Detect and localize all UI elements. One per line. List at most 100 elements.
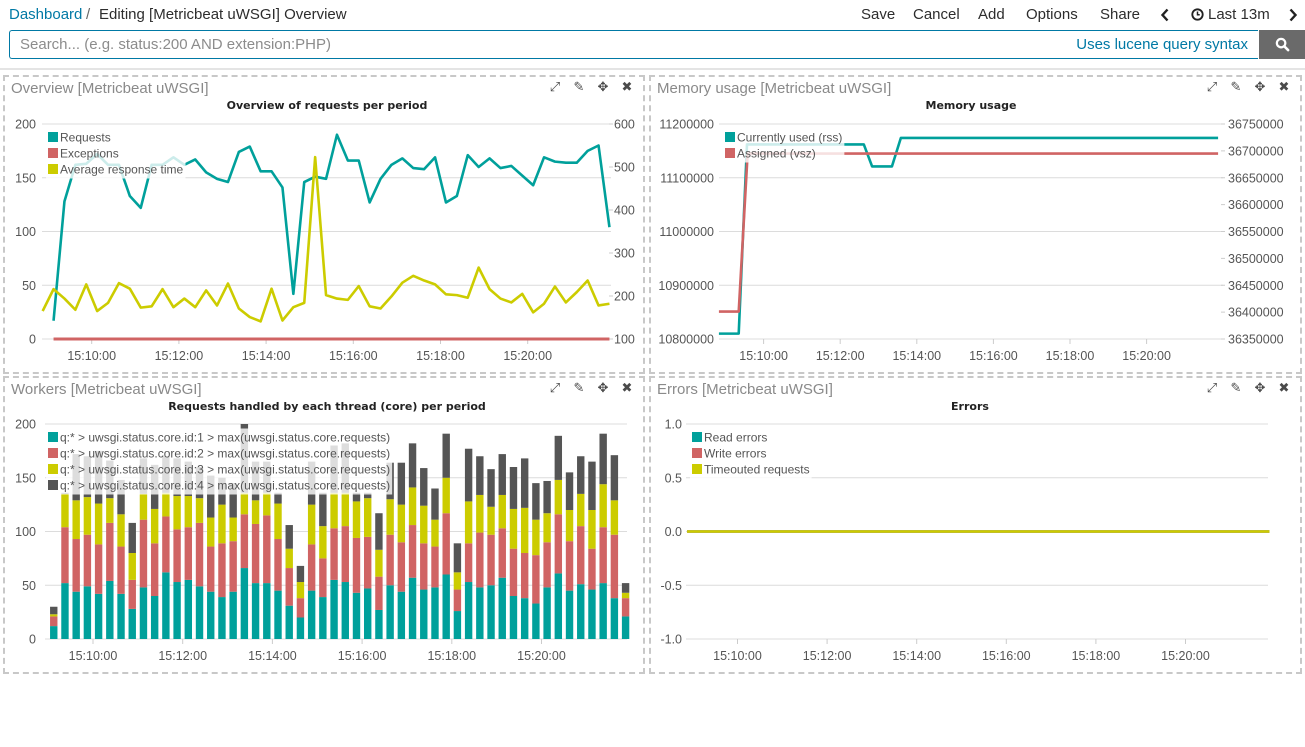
panel-actions: ⤢ ✎ ✥ ✖	[543, 79, 639, 97]
cancel-button[interactable]: Cancel	[913, 6, 960, 23]
bar-core-1	[218, 597, 226, 639]
legend-item[interactable]: Exceptions	[48, 147, 119, 161]
bar-core-1	[375, 609, 383, 639]
legend-item[interactable]: Write errors	[692, 447, 766, 461]
lucene-syntax-link[interactable]: Uses lucene query syntax	[1076, 36, 1248, 53]
bar-core-4	[296, 565, 305, 583]
legend-item[interactable]: Requests	[48, 131, 111, 145]
bar-core-3	[173, 496, 181, 530]
bar-core-2	[554, 514, 563, 574]
close-icon[interactable]: ✖	[1278, 80, 1290, 95]
legend-label: Timeouted requests	[704, 463, 810, 477]
panel-errors: Errors [Metricbeat uWSGI] ⤢ ✎ ✥ ✖ Errors…	[649, 376, 1302, 674]
bar-core-2	[532, 555, 540, 604]
pencil-icon[interactable]: ✎	[573, 381, 585, 396]
x-axis-tick-label: 15:16:00	[329, 349, 378, 363]
bar-core-2	[117, 546, 125, 594]
chevron-left-icon[interactable]	[1160, 8, 1170, 22]
x-axis-tick-label: 15:18:00	[1072, 649, 1121, 663]
save-button[interactable]: Save	[861, 6, 896, 23]
bar-core-3	[442, 477, 450, 514]
right-axis-tick-label: 36550000	[1228, 225, 1284, 239]
right-axis-tick-label: 400	[614, 204, 635, 218]
legend-item[interactable]: q:* > uwsgi.status.core.id:3 > max(uwsgi…	[48, 463, 390, 477]
bar-core-3	[50, 614, 58, 617]
legend-label: Exceptions	[60, 147, 119, 161]
bar-core-2	[364, 536, 372, 589]
move-icon[interactable]: ✥	[597, 381, 609, 396]
right-axis-tick-label: 100	[614, 333, 635, 347]
legend-item[interactable]: Average response time	[48, 163, 184, 177]
close-icon[interactable]: ✖	[621, 80, 633, 95]
breadcrumb-dashboard-link[interactable]: Dashboard	[9, 6, 83, 23]
search-button[interactable]	[1259, 30, 1305, 59]
y-axis-tick-label: -0.5	[660, 579, 682, 593]
pencil-icon[interactable]: ✎	[1230, 80, 1242, 95]
bar-core-1	[453, 611, 462, 639]
chart-title: Errors	[951, 400, 989, 413]
bar-core-2	[128, 579, 136, 609]
search-input[interactable]	[20, 34, 1070, 54]
add-button[interactable]: Add	[978, 6, 1005, 23]
legend-item[interactable]: q:* > uwsgi.status.core.id:4 > max(uwsgi…	[48, 479, 390, 493]
legend-label: q:* > uwsgi.status.core.id:3 > max(uwsgi…	[60, 463, 390, 477]
bar-core-4	[274, 492, 282, 504]
bar-core-3	[364, 498, 372, 537]
bar-core-2	[274, 539, 282, 591]
bar-core-2	[588, 548, 596, 590]
bar-core-4	[229, 483, 237, 518]
legend-swatch	[48, 148, 58, 158]
bar-core-3	[207, 517, 215, 547]
bar-core-1	[94, 593, 103, 639]
share-button[interactable]: Share	[1100, 6, 1141, 23]
move-icon[interactable]: ✥	[1254, 80, 1266, 95]
bar-core-4	[128, 522, 136, 553]
bar-core-1	[307, 590, 316, 639]
pencil-icon[interactable]: ✎	[1230, 381, 1242, 396]
bar-core-1	[117, 593, 125, 639]
bar-core-3	[94, 503, 103, 545]
panel-actions: ⤢ ✎ ✥ ✖	[1200, 79, 1296, 97]
bar-core-3	[128, 553, 136, 580]
series-line-assigned-vsz	[718, 152, 1219, 313]
bar-core-4	[621, 583, 630, 593]
bar-core-1	[386, 585, 394, 639]
bar-core-1	[229, 591, 237, 639]
legend-item[interactable]: q:* > uwsgi.status.core.id:1 > max(uwsgi…	[48, 431, 390, 445]
legend-background	[690, 428, 812, 479]
expand-icon[interactable]: ⤢	[549, 80, 561, 95]
bar-core-4	[599, 433, 607, 485]
bar-core-4	[543, 480, 551, 514]
y-axis-tick-label: 150	[15, 471, 36, 485]
legend-label: Currently used (rss)	[737, 131, 842, 145]
legend-swatch	[48, 164, 58, 174]
time-picker-button[interactable]: Last 13m	[1191, 6, 1270, 23]
close-icon[interactable]: ✖	[621, 381, 633, 396]
expand-icon[interactable]: ⤢	[1206, 381, 1218, 396]
close-icon[interactable]: ✖	[1278, 381, 1290, 396]
legend-item[interactable]: Assigned (vsz)	[725, 147, 816, 161]
bar-core-4	[453, 543, 462, 573]
pencil-icon[interactable]: ✎	[573, 80, 585, 95]
chevron-right-icon[interactable]	[1288, 8, 1298, 22]
bar-core-1	[150, 596, 159, 639]
bar-core-3	[464, 501, 473, 544]
bar-core-2	[341, 526, 349, 583]
bar-core-1	[251, 583, 260, 639]
legend-item[interactable]: q:* > uwsgi.status.core.id:2 > max(uwsgi…	[48, 447, 390, 461]
move-icon[interactable]: ✥	[1254, 381, 1266, 396]
x-axis-tick-label: 15:12:00	[816, 349, 865, 363]
x-axis-tick-label: 15:10:00	[69, 649, 118, 663]
move-icon[interactable]: ✥	[597, 80, 609, 95]
legend-item[interactable]: Timeouted requests	[692, 463, 810, 477]
breadcrumb-separator: /	[86, 6, 91, 23]
expand-icon[interactable]: ⤢	[549, 381, 561, 396]
legend-swatch	[48, 464, 58, 474]
legend-item[interactable]: Read errors	[692, 431, 767, 445]
right-axis-tick-label: 36350000	[1228, 333, 1284, 347]
legend-item[interactable]: Currently used (rss)	[725, 131, 842, 145]
options-button[interactable]: Options	[1026, 6, 1078, 23]
legend-label: Read errors	[704, 431, 767, 445]
expand-icon[interactable]: ⤢	[1206, 80, 1218, 95]
bar-core-1	[296, 617, 305, 639]
